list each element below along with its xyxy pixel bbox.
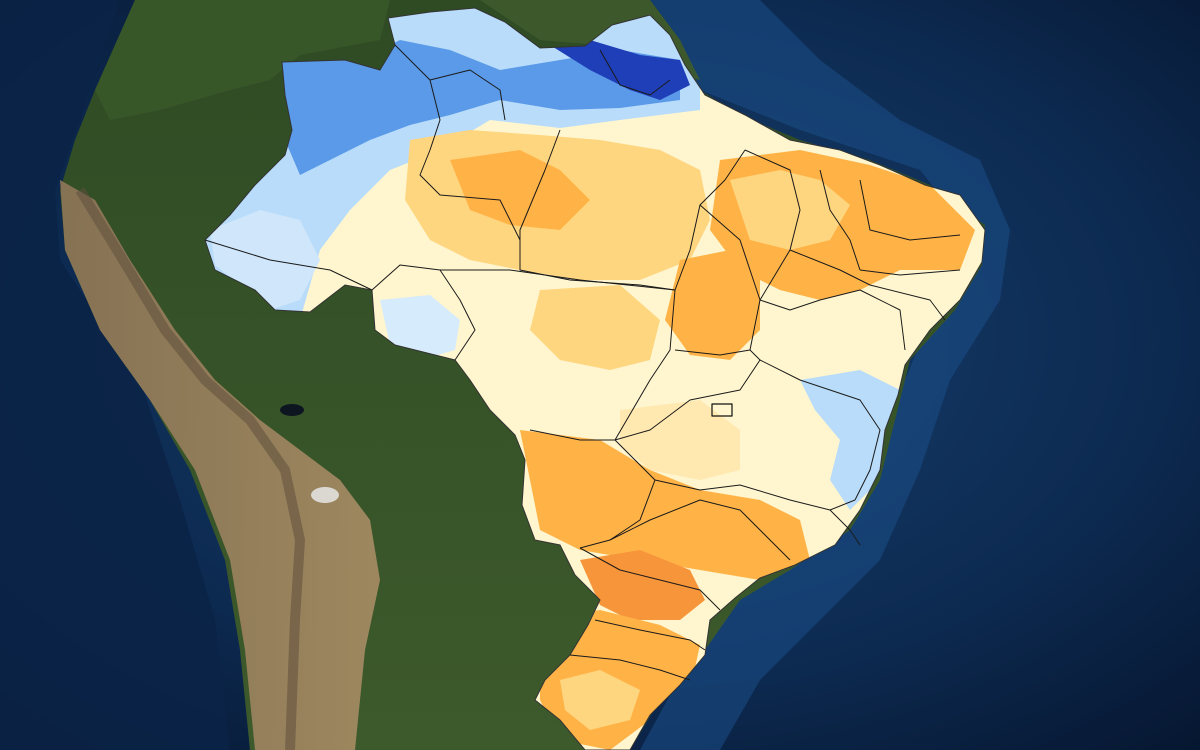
federal-district: [711, 403, 733, 417]
lake-titicaca: [280, 404, 304, 416]
state-borders: [204, 44, 961, 681]
border-maranhao-piaui: [744, 149, 801, 301]
anomaly-maranhao-light: [730, 170, 850, 250]
border-sp: [609, 499, 791, 561]
border-sc: [594, 619, 706, 651]
border-piaui-ceara: [819, 169, 861, 271]
anomaly-tocantins-orange: [665, 250, 760, 360]
anomaly-rondonia-light-blue: [380, 295, 460, 360]
border-para-east: [519, 129, 676, 291]
anomaly-mato-grosso-light: [530, 285, 660, 370]
anomaly-rs-light: [560, 670, 640, 730]
border-ne-states-3: [789, 249, 946, 321]
anomaly-parana-dark-orange: [580, 550, 705, 620]
north-coast-forest: [95, 0, 390, 120]
anomaly-goias-light: [620, 400, 740, 480]
border-tocantins-east: [674, 204, 761, 356]
anomaly-southeast-orange: [520, 430, 810, 580]
anomaly-east-coast-blue: [800, 370, 900, 510]
anomaly-central-amazon-patches: [450, 150, 590, 230]
border-goias: [614, 349, 761, 441]
border-ne-states-2: [859, 269, 961, 276]
anomaly-west-blue: [210, 210, 320, 310]
brazil-border: [204, 7, 986, 750]
border-roraima: [394, 44, 506, 121]
border-minas: [759, 359, 881, 501]
pacific-shelf: [0, 0, 230, 750]
border-amazonas-para: [419, 79, 521, 270]
anomaly-north-mid-blue: [280, 40, 680, 175]
border-acre: [204, 239, 373, 291]
border-ne-states-1: [859, 179, 961, 241]
salt-flat: [311, 487, 339, 503]
border-minas-south: [654, 479, 856, 511]
andes-ridge: [75, 187, 306, 750]
border-rs: [569, 654, 691, 681]
atlantic-shelf-north: [640, 0, 1010, 750]
border-rondonia: [371, 264, 476, 361]
anomaly-north-deep-blue: [550, 40, 690, 100]
border-bahia: [759, 289, 906, 351]
border-parana: [579, 547, 721, 611]
border-rj-es: [829, 509, 861, 546]
border-amapa: [599, 49, 671, 96]
